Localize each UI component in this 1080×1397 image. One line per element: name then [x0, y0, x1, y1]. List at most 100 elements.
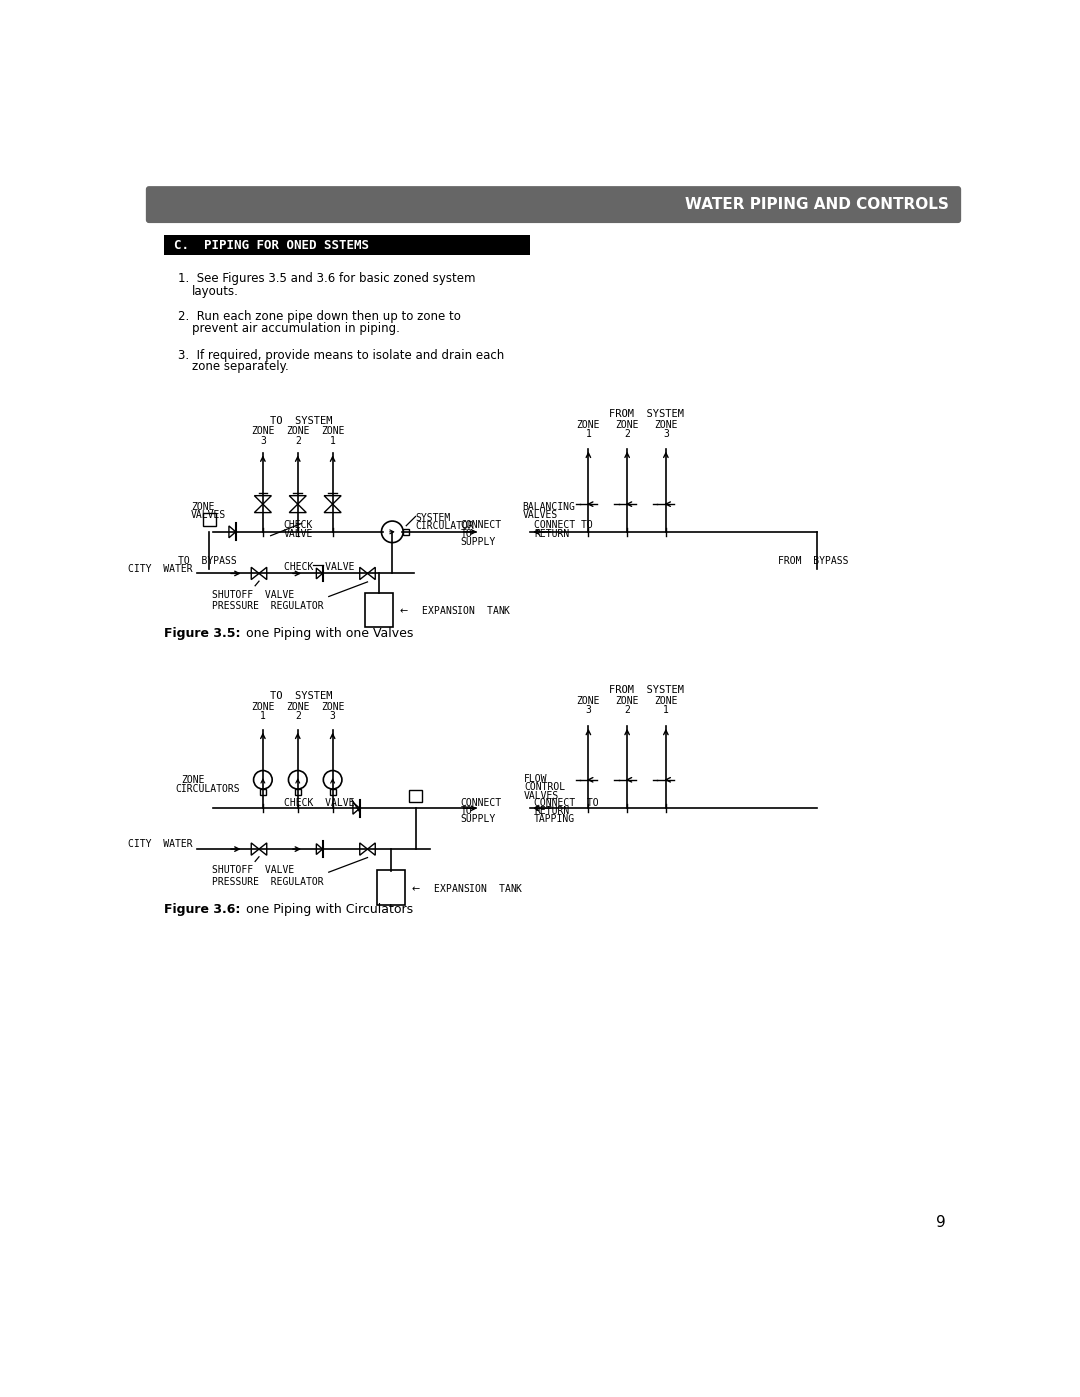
Text: TO: TO — [460, 806, 472, 816]
Polygon shape — [367, 567, 375, 580]
Bar — [260, 789, 266, 795]
Text: ZONE: ZONE — [616, 420, 639, 430]
Text: FROM  SYSTEM: FROM SYSTEM — [609, 685, 684, 696]
Circle shape — [288, 771, 307, 789]
Text: ZONE: ZONE — [616, 696, 639, 705]
Text: CIRCULATORS: CIRCULATORS — [175, 784, 240, 793]
Text: ZONE: ZONE — [252, 426, 274, 436]
Text: BALANCING: BALANCING — [523, 502, 576, 511]
Polygon shape — [259, 842, 267, 855]
Text: CONNECT: CONNECT — [460, 798, 501, 807]
Text: ZONE: ZONE — [286, 426, 310, 436]
Text: 1: 1 — [663, 705, 669, 715]
Bar — [409, 789, 422, 802]
Text: VALVES: VALVES — [191, 510, 226, 520]
Text: ZONE: ZONE — [321, 426, 345, 436]
Text: 9: 9 — [936, 1215, 946, 1229]
Text: one Piping with Circulators: one Piping with Circulators — [242, 902, 413, 916]
Text: SYSTEM: SYSTEM — [416, 513, 450, 522]
Text: 3: 3 — [585, 705, 592, 715]
Polygon shape — [316, 844, 323, 855]
Text: VALVES: VALVES — [523, 510, 557, 520]
Text: 2: 2 — [624, 705, 630, 715]
Text: TAPPING: TAPPING — [535, 814, 576, 824]
Text: 2.  Run each zone pipe down then up to zone to: 2. Run each zone pipe down then up to zo… — [177, 310, 460, 323]
Text: 2: 2 — [624, 429, 630, 440]
Text: ZONE: ZONE — [252, 703, 274, 712]
Text: CONNECT TO: CONNECT TO — [535, 520, 593, 531]
Text: one Piping with one Valves: one Piping with one Valves — [242, 627, 414, 640]
Text: CONTROL: CONTROL — [524, 782, 565, 792]
Text: ZONE: ZONE — [286, 703, 310, 712]
Text: layouts.: layouts. — [191, 285, 239, 298]
Text: 1: 1 — [329, 436, 336, 446]
Polygon shape — [353, 802, 360, 814]
Polygon shape — [289, 496, 307, 504]
Text: CITY  WATER: CITY WATER — [129, 564, 193, 574]
Polygon shape — [252, 842, 259, 855]
Text: FROM  BYPASS: FROM BYPASS — [779, 556, 849, 567]
Circle shape — [254, 771, 272, 789]
Text: 3.  If required, provide means to isolate and drain each: 3. If required, provide means to isolate… — [177, 349, 504, 362]
Text: ZONE: ZONE — [181, 775, 205, 785]
Polygon shape — [360, 842, 367, 855]
Polygon shape — [367, 842, 375, 855]
Bar — [365, 592, 393, 627]
Text: SUPPLY: SUPPLY — [460, 814, 496, 824]
Text: $\leftarrow$  EXPANSION  TANK: $\leftarrow$ EXPANSION TANK — [410, 882, 524, 894]
Text: 1: 1 — [585, 429, 592, 440]
Bar — [329, 789, 336, 795]
Polygon shape — [360, 567, 367, 580]
Text: TO  SYSTEM: TO SYSTEM — [270, 415, 333, 426]
Polygon shape — [324, 496, 341, 504]
FancyBboxPatch shape — [146, 186, 961, 224]
Text: 2: 2 — [295, 711, 300, 721]
Circle shape — [323, 771, 342, 789]
Text: Figure 3.6:: Figure 3.6: — [164, 902, 245, 916]
Text: CONNECT  TO: CONNECT TO — [535, 798, 598, 807]
Text: CIRCULATOR: CIRCULATOR — [416, 521, 474, 531]
Text: 1.  See Figures 3.5 and 3.6 for basic zoned system: 1. See Figures 3.5 and 3.6 for basic zon… — [177, 271, 475, 285]
Polygon shape — [252, 567, 259, 580]
Text: CONNECT: CONNECT — [460, 520, 501, 531]
Polygon shape — [255, 496, 271, 504]
Bar — [377, 870, 405, 904]
Text: VALVE: VALVE — [284, 529, 313, 539]
Text: ZONE: ZONE — [577, 420, 600, 430]
Text: $\leftarrow$  EXPANSION  TANK: $\leftarrow$ EXPANSION TANK — [399, 605, 512, 616]
Text: FLOW: FLOW — [524, 774, 548, 784]
Bar — [295, 789, 301, 795]
Polygon shape — [229, 525, 235, 538]
Text: zone separately.: zone separately. — [191, 360, 288, 373]
Text: SHUTOFF  VALVE: SHUTOFF VALVE — [213, 590, 295, 599]
Text: TO  SYSTEM: TO SYSTEM — [270, 692, 333, 701]
Text: PRESSURE  REGULATOR: PRESSURE REGULATOR — [213, 877, 324, 887]
Text: RETURN: RETURN — [535, 529, 569, 539]
Polygon shape — [316, 569, 323, 578]
Text: 3: 3 — [663, 429, 669, 440]
Text: TO: TO — [460, 529, 472, 539]
Text: ZONE: ZONE — [321, 703, 345, 712]
Text: CHECK: CHECK — [284, 520, 313, 531]
Text: 3: 3 — [260, 436, 266, 446]
Text: PRESSURE  REGULATOR: PRESSURE REGULATOR — [213, 601, 324, 610]
Circle shape — [381, 521, 403, 542]
Text: SHUTOFF  VALVE: SHUTOFF VALVE — [213, 865, 295, 876]
Text: prevent air accumulation in piping.: prevent air accumulation in piping. — [191, 321, 400, 335]
Text: RETURN: RETURN — [535, 806, 569, 816]
Text: ZONE: ZONE — [191, 502, 214, 511]
Bar — [164, 236, 530, 256]
Text: 2: 2 — [295, 436, 300, 446]
Text: SUPPLY: SUPPLY — [460, 538, 496, 548]
Polygon shape — [289, 504, 307, 513]
Text: CHECK  VALVE: CHECK VALVE — [284, 798, 354, 807]
Text: ZONE: ZONE — [654, 696, 677, 705]
Text: 1: 1 — [260, 711, 266, 721]
Text: Figure 3.5:: Figure 3.5: — [164, 627, 245, 640]
Bar — [203, 513, 216, 525]
Text: C.  PIPING FOR ONED SSTEMS: C. PIPING FOR ONED SSTEMS — [174, 239, 368, 251]
Text: 3: 3 — [329, 711, 336, 721]
Text: VALVES: VALVES — [524, 791, 559, 800]
Polygon shape — [324, 504, 341, 513]
Polygon shape — [255, 504, 271, 513]
